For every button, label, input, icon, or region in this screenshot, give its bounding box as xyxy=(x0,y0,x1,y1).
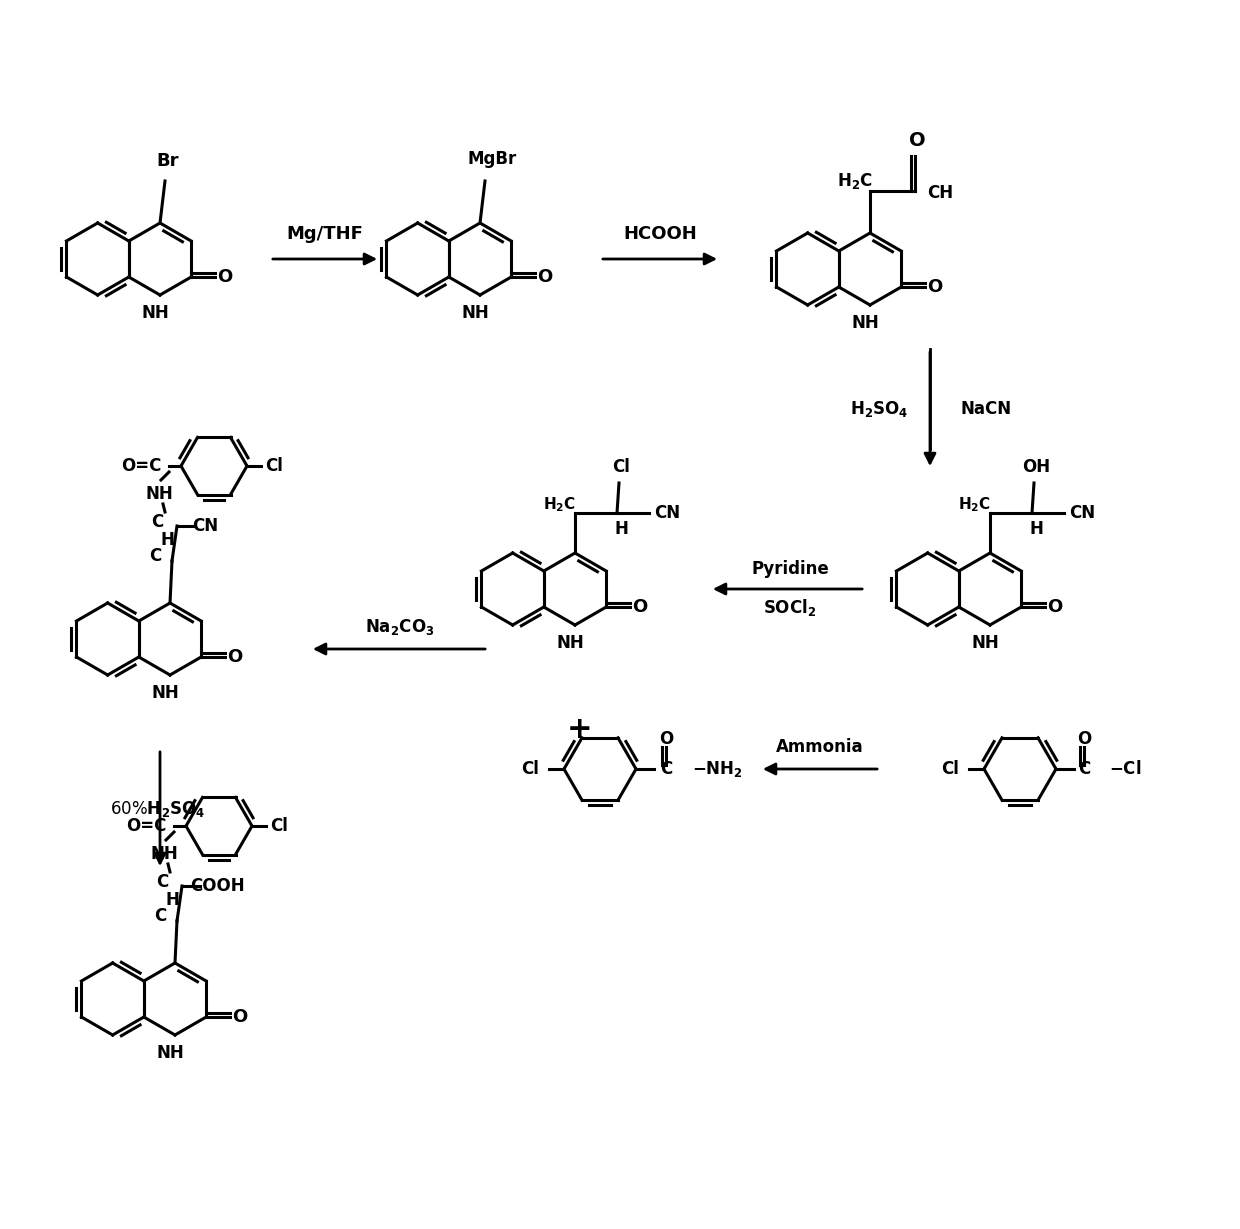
Text: NH: NH xyxy=(556,634,584,653)
Text: $\mathbf{C}$: $\mathbf{C}$ xyxy=(149,547,162,565)
Text: +: + xyxy=(567,714,593,744)
Text: NH: NH xyxy=(971,634,999,653)
Text: NH: NH xyxy=(151,685,179,702)
Text: O: O xyxy=(217,268,233,286)
Text: NH: NH xyxy=(461,304,489,322)
Text: CN: CN xyxy=(1069,504,1095,522)
Text: Ammonia: Ammonia xyxy=(776,737,864,756)
Text: H: H xyxy=(165,891,179,909)
Text: C: C xyxy=(151,512,164,531)
Text: CN: CN xyxy=(653,504,680,522)
Text: $\mathbf{-NH_2}$: $\mathbf{-NH_2}$ xyxy=(692,760,743,779)
Text: NaCN: NaCN xyxy=(960,399,1011,418)
Text: MgBr: MgBr xyxy=(467,150,517,168)
Text: CN: CN xyxy=(192,517,218,535)
Text: H: H xyxy=(1029,520,1043,538)
Text: Cl: Cl xyxy=(270,817,288,834)
Text: NH: NH xyxy=(851,313,879,332)
Text: O: O xyxy=(658,730,673,748)
Text: O: O xyxy=(233,1008,248,1026)
Text: O: O xyxy=(1076,730,1091,748)
Text: NH: NH xyxy=(150,846,177,863)
Text: C: C xyxy=(660,760,672,778)
Text: O=C: O=C xyxy=(120,457,161,474)
Text: COOH: COOH xyxy=(190,878,244,895)
Text: C: C xyxy=(156,873,169,891)
Text: Cl: Cl xyxy=(265,457,283,474)
Text: O: O xyxy=(1048,599,1063,616)
Text: O: O xyxy=(538,268,553,286)
Text: $\mathbf{H_2SO_4}$: $\mathbf{H_2SO_4}$ xyxy=(849,399,908,419)
Text: Mg/THF: Mg/THF xyxy=(286,225,363,243)
Text: O=C: O=C xyxy=(125,817,166,834)
Text: O: O xyxy=(632,599,647,616)
Text: $\mathbf{Na_2CO_3}$: $\mathbf{Na_2CO_3}$ xyxy=(366,617,435,637)
Text: OH: OH xyxy=(1022,458,1050,476)
Text: Cl: Cl xyxy=(941,760,959,778)
Text: Pyridine: Pyridine xyxy=(751,560,828,578)
Text: NH: NH xyxy=(141,304,169,322)
Text: O: O xyxy=(909,130,925,150)
Text: CH: CH xyxy=(928,184,954,202)
Text: $\mathbf{-Cl}$: $\mathbf{-Cl}$ xyxy=(1109,760,1141,778)
Text: C: C xyxy=(1078,760,1090,778)
Text: Cl: Cl xyxy=(613,458,630,476)
Text: O: O xyxy=(928,278,942,296)
Text: $\mathbf{H_2C}$: $\mathbf{H_2C}$ xyxy=(543,495,575,515)
Text: NH: NH xyxy=(145,485,172,503)
Text: Br: Br xyxy=(156,152,180,170)
Text: Cl: Cl xyxy=(521,760,539,778)
Text: $\mathbf{C}$: $\mathbf{C}$ xyxy=(155,907,167,925)
Text: $\mathbf{SOCl_2}$: $\mathbf{SOCl_2}$ xyxy=(764,596,817,617)
Text: H: H xyxy=(614,520,627,538)
Text: $\mathbf{H_2C}$: $\mathbf{H_2C}$ xyxy=(957,495,991,515)
Text: HCOOH: HCOOH xyxy=(624,225,697,243)
Text: $\mathbf{H_2C}$: $\mathbf{H_2C}$ xyxy=(837,171,873,190)
Text: H: H xyxy=(160,531,174,549)
Text: NH: NH xyxy=(156,1043,184,1062)
Text: $60\%\mathbf{H_2SO_4}$: $60\%\mathbf{H_2SO_4}$ xyxy=(110,799,206,819)
Text: O: O xyxy=(228,648,243,666)
